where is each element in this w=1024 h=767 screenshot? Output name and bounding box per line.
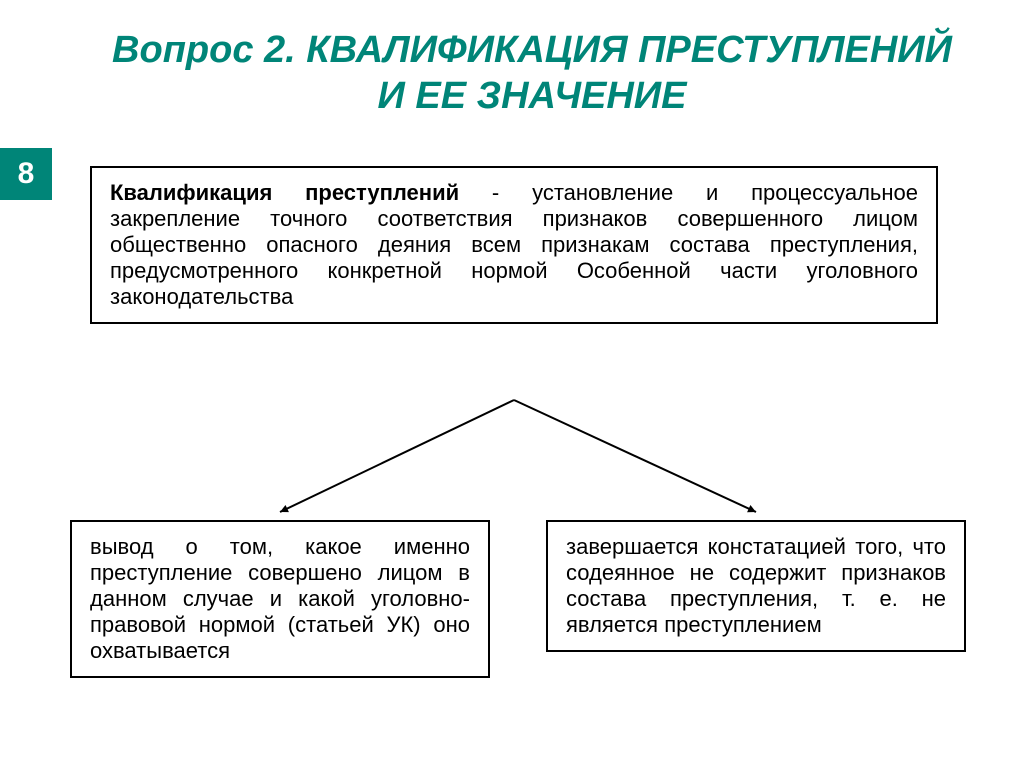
slide-title: Вопрос 2. КВАЛИФИКАЦИЯ ПРЕСТУПЛЕНИЙ И ЕЕ… bbox=[0, 0, 1024, 139]
branch-left-box: вывод о том, какое именно преступление с… bbox=[70, 520, 490, 678]
branch-right-box: завершается констатацией того, что содея… bbox=[546, 520, 966, 652]
connector-right bbox=[514, 400, 756, 512]
definition-box: Квалификация преступлений - установление… bbox=[90, 166, 938, 324]
definition-term: Квалификация преступлений bbox=[110, 180, 459, 205]
page-number-badge: 8 bbox=[0, 148, 52, 200]
connector-left bbox=[280, 400, 514, 512]
